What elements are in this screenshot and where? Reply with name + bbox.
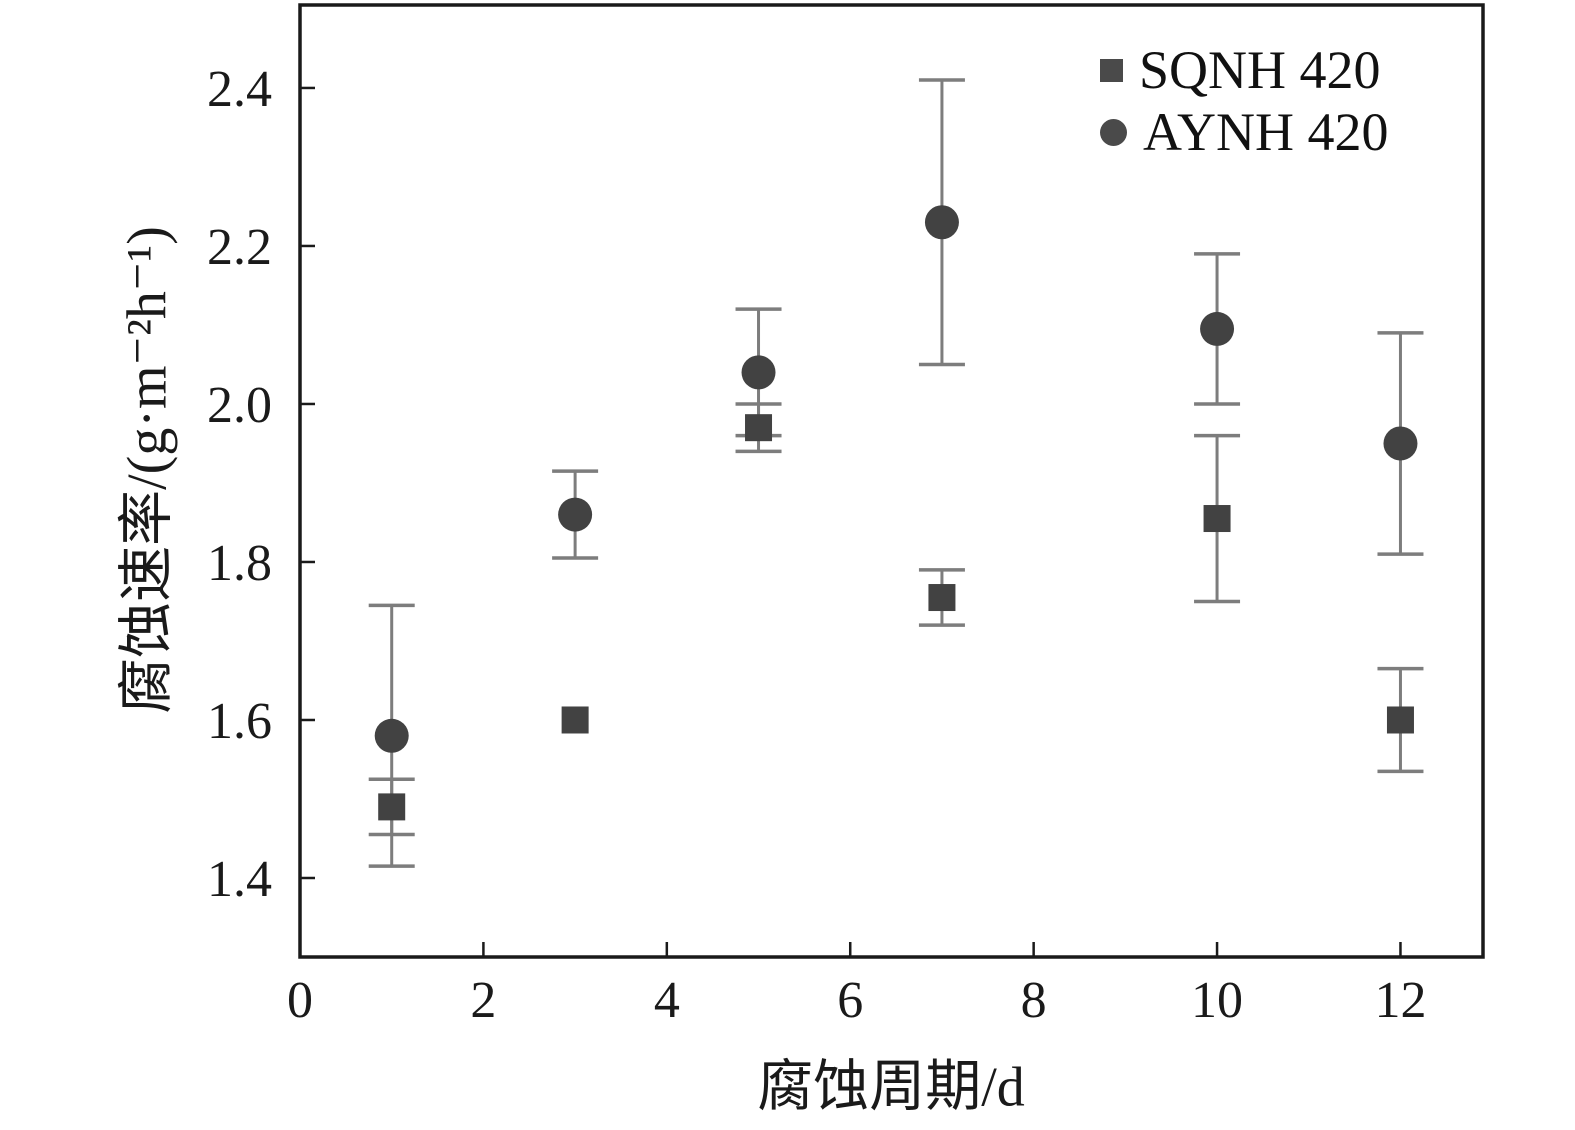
data-point-circle — [1383, 426, 1418, 461]
y-tick-label: 1.8 — [207, 535, 272, 592]
legend-square-marker-icon — [1100, 58, 1123, 82]
data-point-square — [1386, 706, 1414, 734]
x-tick-label: 4 — [654, 972, 680, 1029]
legend-item-aynh: AYNH 420 — [1100, 104, 1389, 160]
x-tick-label: 10 — [1191, 972, 1243, 1029]
data-point-circle — [741, 355, 776, 390]
data-point-square — [745, 414, 773, 442]
y-tick-label: 1.4 — [207, 851, 272, 908]
legend: SQNH 420 AYNH 420 — [1100, 42, 1389, 160]
legend-circle-marker-icon — [1100, 118, 1127, 146]
y-axis-title: 腐蚀速率/(g·m⁻²h⁻¹) — [116, 226, 179, 714]
data-point-square — [1203, 505, 1231, 533]
data-point-circle — [1200, 311, 1235, 346]
legend-label: SQNH 420 — [1139, 40, 1381, 100]
x-tick-label: 8 — [1021, 972, 1047, 1029]
data-point-square — [378, 793, 406, 821]
plot-frame — [298, 3, 1485, 959]
y-tick-label: 1.6 — [207, 693, 272, 750]
legend-label: AYNH 420 — [1143, 102, 1389, 162]
legend-item-sqnh: SQNH 420 — [1100, 42, 1389, 98]
y-tick-label: 2.4 — [207, 61, 272, 118]
x-tick-label: 12 — [1374, 972, 1426, 1029]
data-point-circle — [374, 718, 409, 753]
x-axis-title: 腐蚀周期/d — [757, 1056, 1025, 1119]
data-point-circle — [558, 497, 593, 532]
y-tick-label: 2.0 — [207, 377, 272, 434]
x-tick-label: 2 — [470, 972, 496, 1029]
x-tick-label: 6 — [837, 972, 863, 1029]
data-point-square — [561, 706, 589, 734]
x-tick-label: 0 — [287, 972, 313, 1029]
y-tick-label: 2.2 — [207, 219, 272, 276]
data-point-square — [928, 584, 956, 612]
data-point-circle — [924, 205, 959, 240]
